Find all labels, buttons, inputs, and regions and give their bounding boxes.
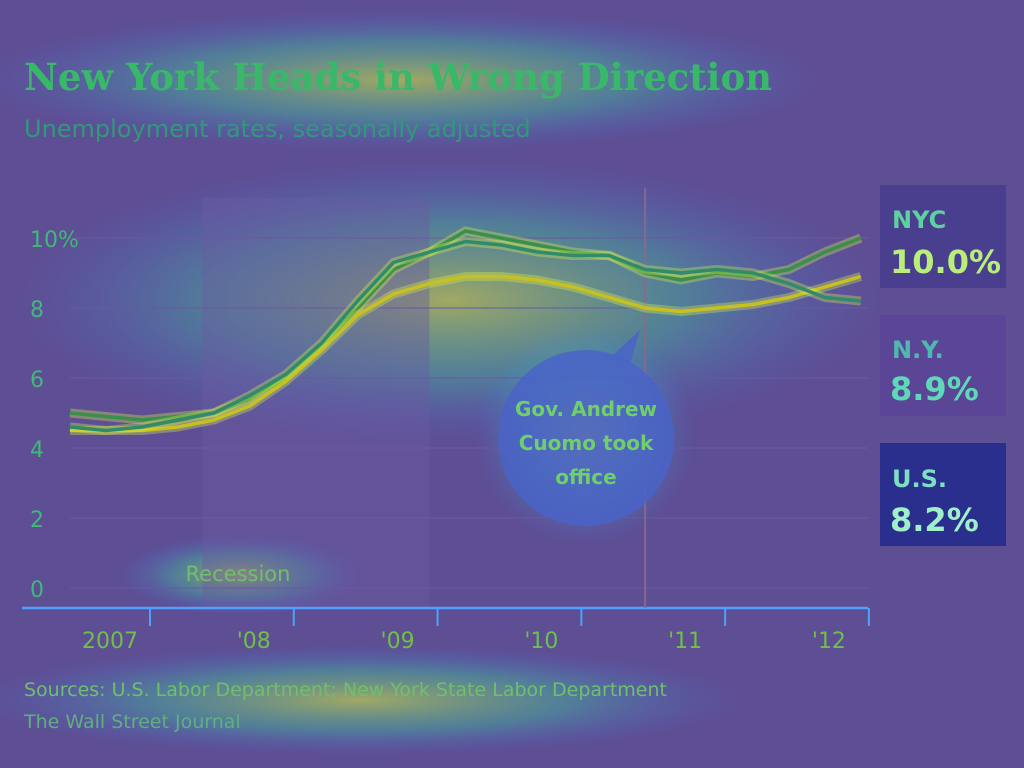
x-axis: 2007 '08 '09 '10 '11 '12 (22, 606, 870, 654)
legend-nyc-value: 10.0% (890, 243, 1001, 281)
chart-subtitle: Unemployment rates, seasonally adjusted (24, 115, 531, 143)
y-tick-label: 0 (30, 578, 44, 603)
legend-ny-name: N.Y. (892, 336, 944, 364)
x-tick-label: '08 (237, 629, 271, 654)
series-lines (69, 226, 863, 435)
credit-note: The Wall Street Journal (23, 711, 241, 733)
recession-label: Recession (186, 562, 291, 586)
cuomo-annotation: Gov. Andrew Cuomo took office (498, 330, 674, 526)
x-tick-label: '09 (381, 629, 415, 654)
legend-ny-value: 8.9% (890, 370, 979, 408)
x-tick-label: '10 (524, 629, 558, 654)
series-line-1 (70, 274, 862, 433)
x-tick-label: '12 (812, 629, 846, 654)
x-tick-label: '11 (668, 629, 702, 654)
y-tick-label: 2 (30, 508, 44, 533)
y-tick-label: 8 (30, 298, 44, 323)
legend-nyc: NYC 10.0% (880, 185, 1006, 288)
annotation-text: Gov. Andrew Cuomo took office (514, 397, 658, 489)
legend-nyc-name: NYC (892, 206, 946, 234)
legend-us-value: 8.2% (890, 501, 979, 539)
y-axis-ticks: 0 2 4 6 8 10% (30, 228, 79, 603)
x-tick-label: 2007 (82, 629, 138, 654)
y-tick-label: 4 (30, 438, 44, 463)
chart-title: New York Heads in Wrong Direction (24, 55, 772, 99)
series-line-2 (69, 239, 861, 433)
legend-ny: N.Y. 8.9% (880, 315, 1006, 416)
legend-us-name: U.S. (892, 465, 947, 493)
legend-us: U.S. 8.2% (880, 443, 1006, 546)
y-tick-label: 10% (30, 228, 79, 253)
y-tick-label: 6 (30, 368, 44, 393)
sources-note: Sources: U.S. Labor Department; New York… (24, 679, 667, 701)
